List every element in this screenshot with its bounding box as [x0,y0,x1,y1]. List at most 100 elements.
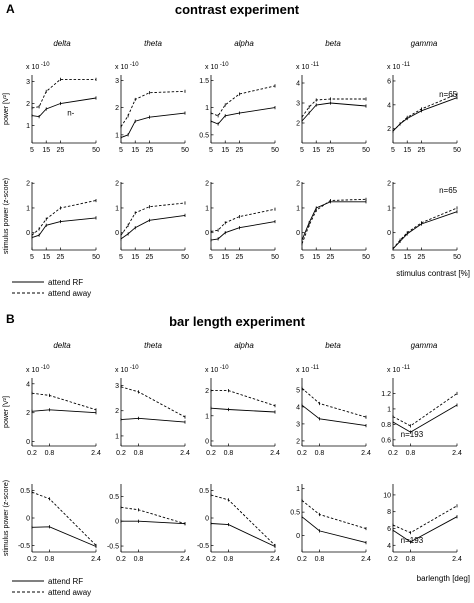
x-tick-label: 2.4 [180,556,190,563]
x-tick-label: 25 [327,254,335,261]
y-tick-label: 4 [26,381,30,388]
panel-b-title: bar length experiment [169,314,305,329]
x-tick-label: 50 [181,147,189,154]
x-tick-label: 0.2 [297,556,307,563]
x-tick-label: 0.2 [206,556,216,563]
x-tick-label: 0.8 [134,450,144,457]
y-tick-label: 0.6 [381,437,391,444]
y-tick-label: 0 [387,230,391,237]
x-tick-label: 0.8 [45,450,55,457]
y-tick-label: 1 [205,413,209,420]
x-tick-label: 5 [119,254,123,261]
x-tick-label: 0.2 [27,556,37,563]
series-line-attend-away [211,390,276,407]
x-tick-label: 25 [418,147,426,154]
exponent-base: x 10 [115,367,128,374]
exponent-base: x 10 [205,64,218,71]
exponent-power: -10 [218,62,229,68]
series-line-attend-rf [120,417,186,423]
exponent-base: x 10 [115,64,128,71]
band-label-gamma: gamma [411,341,438,350]
x-tick-label: 50 [453,254,461,261]
y-tick-label: 1 [387,205,391,212]
y-tick-label: 2 [115,181,119,188]
y-tick-label: 6 [387,526,391,533]
x-tick-label: 0.8 [45,556,55,563]
series-line-attend-away [31,78,96,109]
x-tick-label: 15 [42,254,50,261]
x-tick-label: 15 [131,147,139,154]
series-line-attend-rf [392,97,458,132]
panel-a-title: contrast experiment [175,2,300,17]
band-label-alpha: alpha [234,39,254,48]
exponent-power: -10 [39,62,50,68]
exponent-power: -10 [218,365,229,371]
legend-solid-label: attend RF [48,278,83,287]
x-tick-label: 0.2 [297,450,307,457]
x-tick-label: 25 [146,147,154,154]
y-tick-label: 1 [205,105,209,112]
y-tick-label: 2 [296,181,300,188]
band-label-delta: delta [53,39,71,48]
x-tick-label: 50 [92,147,100,154]
x-tick-label: 2.4 [452,556,462,563]
y-tick-label: 3 [115,383,119,390]
x-tick-label: 25 [57,254,65,261]
x-tick-label: 5 [391,254,395,261]
series-line-attend-rf [31,526,97,547]
sample-size-annotation: n=193 [401,536,424,545]
subplot-a-power-beta: 2 3 4 5 15 25 50 x 10 -11 [296,62,370,154]
x-tick-label: 2.4 [91,450,101,457]
y-tick-label: 2 [205,181,209,188]
y-tick-label: 0 [296,533,300,540]
band-label-theta: theta [144,341,162,350]
y-tick-label: 5 [296,387,300,394]
x-tick-label: 0.2 [116,450,126,457]
x-tick-label: 15 [42,147,50,154]
y-axis-label: stimulus power (z-score) [3,480,10,556]
y-tick-label: 1 [387,406,391,413]
sample-size-annotation: n- [67,108,74,117]
y-tick-label: 0 [205,516,209,523]
x-tick-label: 15 [221,147,229,154]
y-tick-label: 0 [26,230,30,237]
y-tick-label: 0 [115,519,119,526]
y-tick-label: 1 [115,132,119,139]
x-tick-label: 25 [418,254,426,261]
x-tick-label: 5 [300,147,304,154]
y-tick-label: 4 [387,543,391,550]
x-tick-label: 25 [236,254,244,261]
y-axis-label: power [V²] [3,93,10,125]
sample-size-annotation: n=193 [401,430,424,439]
subplot-b-power-beta: 2 3 4 5 0.2 0.8 2.4 x 10 -11 [296,365,371,457]
y-tick-label: 1 [296,486,300,493]
exponent-power: -11 [309,365,320,371]
panel-b-legend: attend RF attend away [12,577,91,597]
exponent-base: x 10 [26,64,39,71]
x-tick-label: 5 [209,147,213,154]
subplot-b-stimulus-alpha: -0.5 0 0.5 0.2 0.8 2.4 [197,484,280,563]
y-tick-label: 2 [26,101,30,108]
y-tick-label: -0.5 [18,543,30,550]
y-tick-label: 3 [115,78,119,85]
x-tick-label: 0.8 [224,556,234,563]
series-line-attend-away [210,494,276,546]
subplot-a-power-gamma: 2 4 6 5 15 25 50 x 10 -11 n=65 [387,62,461,154]
subplot-b-stimulus-gamma: 4 6 8 10 0.2 0.8 2.4 n=193 [383,484,462,563]
x-tick-label: 5 [30,254,34,261]
exponent-power: -11 [400,62,411,68]
x-tick-label: 5 [300,254,304,261]
y-tick-label: 1 [26,205,30,212]
series-line-attend-away [120,90,186,127]
series-line-attend-away [31,392,97,411]
y-tick-label: 2 [115,105,119,112]
y-tick-label: 1 [115,433,119,440]
y-tick-label: 4 [296,81,300,88]
x-tick-label: 15 [312,254,320,261]
y-tick-label: 0.5 [199,132,209,139]
exponent-power: -10 [128,365,139,371]
subplot-a-power-alpha: 0.5 1 1.5 5 15 25 50 x 10 -10 [199,62,279,154]
x-tick-label: 0.8 [315,450,325,457]
y-tick-label: 6 [387,78,391,85]
